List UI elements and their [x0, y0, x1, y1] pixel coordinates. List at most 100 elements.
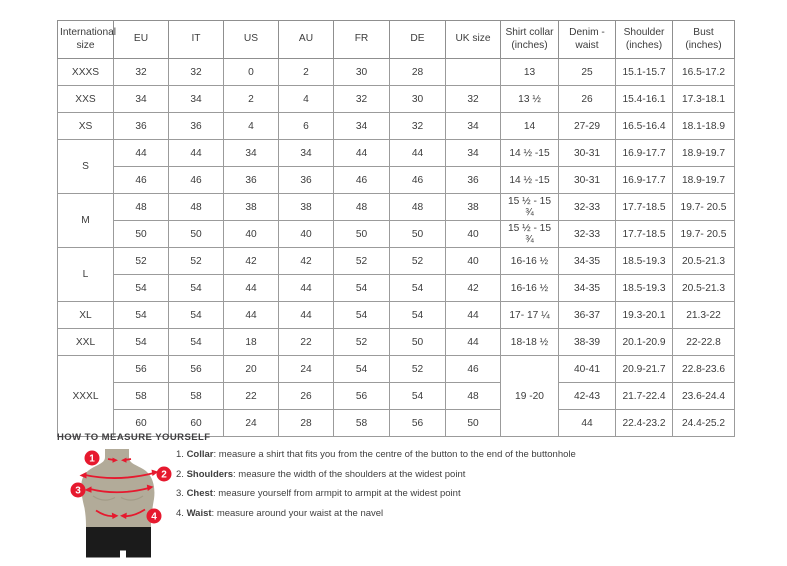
size-value-cell: 18.5-19.3 — [615, 247, 673, 275]
size-value-cell: 52 — [333, 247, 390, 275]
size-value-cell: 15.4-16.1 — [615, 85, 673, 113]
size-value-cell: 38 — [445, 193, 501, 221]
size-value-cell: 52 — [168, 247, 224, 275]
size-value-cell — [445, 58, 501, 86]
size-value-cell: 14 — [500, 112, 559, 140]
size-value-cell: 17- 17 ¼ — [500, 301, 559, 329]
size-value-cell: 23.6-24.4 — [672, 382, 735, 410]
table-row: S 44 44 34 34 44 44 34 14 ½ -15 30-31 16.9-17.7 18.… — [57, 139, 735, 194]
step-text: : measure the width of the shoulders at … — [233, 468, 466, 480]
size-value-cell: 2 — [223, 85, 279, 113]
size-value-cell: 36-37 — [558, 301, 616, 329]
size-value-cell: 26 — [558, 85, 616, 113]
table-row: 46 46 36 36 46 46 36 14 ½ -15 30-31 16.9-17.7 18.9… — [58, 166, 735, 194]
size-value-cell: 38-39 — [558, 328, 616, 356]
size-value-cell: 46 — [389, 166, 446, 194]
chest-contour — [92, 495, 144, 501]
table-row: XL 54 54 44 44 54 54 44 17- 17 ¼ 36-37 19.3-20.1 21… — [57, 301, 735, 329]
size-value-cell: 58 — [113, 382, 169, 410]
size-value-cell: 25 — [558, 58, 616, 86]
size-value-cell: 22 — [223, 382, 279, 410]
size-value-cell: 52 — [389, 247, 446, 275]
size-value-cell: 20.5-21.3 — [672, 274, 735, 302]
size-value-cell: 15 ½ - 15 ¾ — [500, 220, 559, 248]
table-header-row: International size EU IT US AU FR DE UK size Shi… — [57, 20, 735, 59]
size-value-cell: 58 — [168, 382, 224, 410]
column-header: Shirt collar (inches) — [500, 20, 559, 59]
step-number: 2. — [176, 468, 187, 480]
step-label: Waist — [186, 507, 212, 519]
table-row: 58 58 22 26 56 54 48 42-43 21.7-22.4 23.6-24.4 — [58, 382, 735, 410]
table-row: 50 50 40 40 50 50 40 15 ½ - 15 ¾ 32-33 17.7-18.5 1… — [58, 220, 735, 248]
size-value-cell: 22.8-23.6 — [672, 355, 735, 383]
step-text: : measure a shirt that fits you from the… — [213, 449, 576, 460]
column-header: EU — [113, 20, 169, 59]
size-value-cell: 44 — [445, 328, 501, 356]
size-value-cell: 44 — [333, 139, 390, 167]
shorts-shape — [86, 527, 151, 558]
table-row: M 48 48 38 38 48 48 38 15 ½ - 15 ¾ 32-33 17.7-18.5… — [57, 193, 735, 248]
size-value-cell: 38 — [223, 193, 279, 221]
collar-merged-cell: 19 -20 — [500, 355, 559, 437]
size-value-cell: 32 — [389, 112, 446, 140]
intl-size-cell: XXL — [57, 328, 114, 356]
size-value-cell: 42-43 — [558, 382, 616, 410]
measure-badge-2: 2 — [156, 466, 172, 482]
size-value-cell: 14 ½ -15 — [500, 166, 559, 194]
size-value-cell: 34 — [113, 85, 169, 113]
size-chart-table: International size EU IT US AU FR DE UK size Shi… — [57, 20, 735, 437]
intl-size-cell: S — [57, 139, 114, 194]
size-value-cell: 18-18 ½ — [500, 328, 559, 356]
svg-text:1: 1 — [89, 453, 95, 464]
column-header: Bust (inches) — [672, 20, 735, 59]
size-value-cell: 36 — [278, 166, 334, 194]
svg-text:3: 3 — [75, 485, 81, 496]
size-value-cell: 44 — [278, 274, 334, 302]
size-value-cell: 38 — [278, 193, 334, 221]
size-value-cell: 54 — [113, 274, 169, 302]
column-header: DE — [389, 20, 446, 59]
size-value-cell: 20.1-20.9 — [615, 328, 673, 356]
size-value-cell: 19.7- 20.5 — [672, 220, 735, 248]
size-value-cell: 30-31 — [558, 139, 616, 167]
intl-size-cell: M — [57, 193, 114, 248]
size-value-cell: 24 — [278, 355, 334, 383]
size-value-cell: 32-33 — [558, 220, 616, 248]
table-row: XXS 34 34 2 4 32 30 32 13 ½ 26 15.4-16.1 17.3-18.1 — [57, 85, 735, 113]
size-value-cell: 16.9-17.7 — [615, 166, 673, 194]
size-value-cell: 36 — [223, 166, 279, 194]
size-value-cell: 56 — [389, 409, 446, 437]
size-value-cell: 48 — [445, 382, 501, 410]
size-value-cell: 2 — [278, 58, 334, 86]
size-value-cell: 48 — [333, 193, 390, 221]
intl-size-cell: XXXS — [57, 58, 114, 86]
step-number: 1. — [176, 449, 187, 460]
size-value-cell: 50 — [389, 328, 446, 356]
column-header: IT — [168, 20, 224, 59]
column-header: Shoulder (inches) — [615, 20, 673, 59]
size-value-cell: 18.9-19.7 — [672, 166, 735, 194]
chest-measure-arrow — [84, 484, 154, 494]
size-value-cell: 22.4-23.2 — [615, 409, 673, 437]
size-value-cell: 46 — [445, 355, 501, 383]
size-value-cell: 13 ½ — [500, 85, 559, 113]
column-header: US — [223, 20, 279, 59]
size-value-cell: 44 — [445, 301, 501, 329]
size-value-cell: 15.1-15.7 — [615, 58, 673, 86]
step-number: 3. — [176, 488, 187, 499]
measure-step: 3. Chest: measure yourself from armpit t… — [176, 488, 706, 500]
size-value-cell: 60 — [113, 409, 169, 437]
column-header: Denim - waist — [558, 20, 616, 59]
size-value-cell: 6 — [278, 112, 334, 140]
size-value-cell: 52 — [389, 355, 446, 383]
size-value-cell: 16.9-17.7 — [615, 139, 673, 167]
size-value-cell: 54 — [168, 274, 224, 302]
step-label: Shoulders — [186, 468, 234, 480]
size-value-cell: 22-22.8 — [672, 328, 735, 356]
column-header: AU — [278, 20, 334, 59]
size-value-cell: 54 — [168, 328, 224, 356]
intl-size-cell: L — [57, 247, 114, 302]
size-value-cell: 54 — [113, 328, 169, 356]
size-value-cell: 40-41 — [558, 355, 616, 383]
